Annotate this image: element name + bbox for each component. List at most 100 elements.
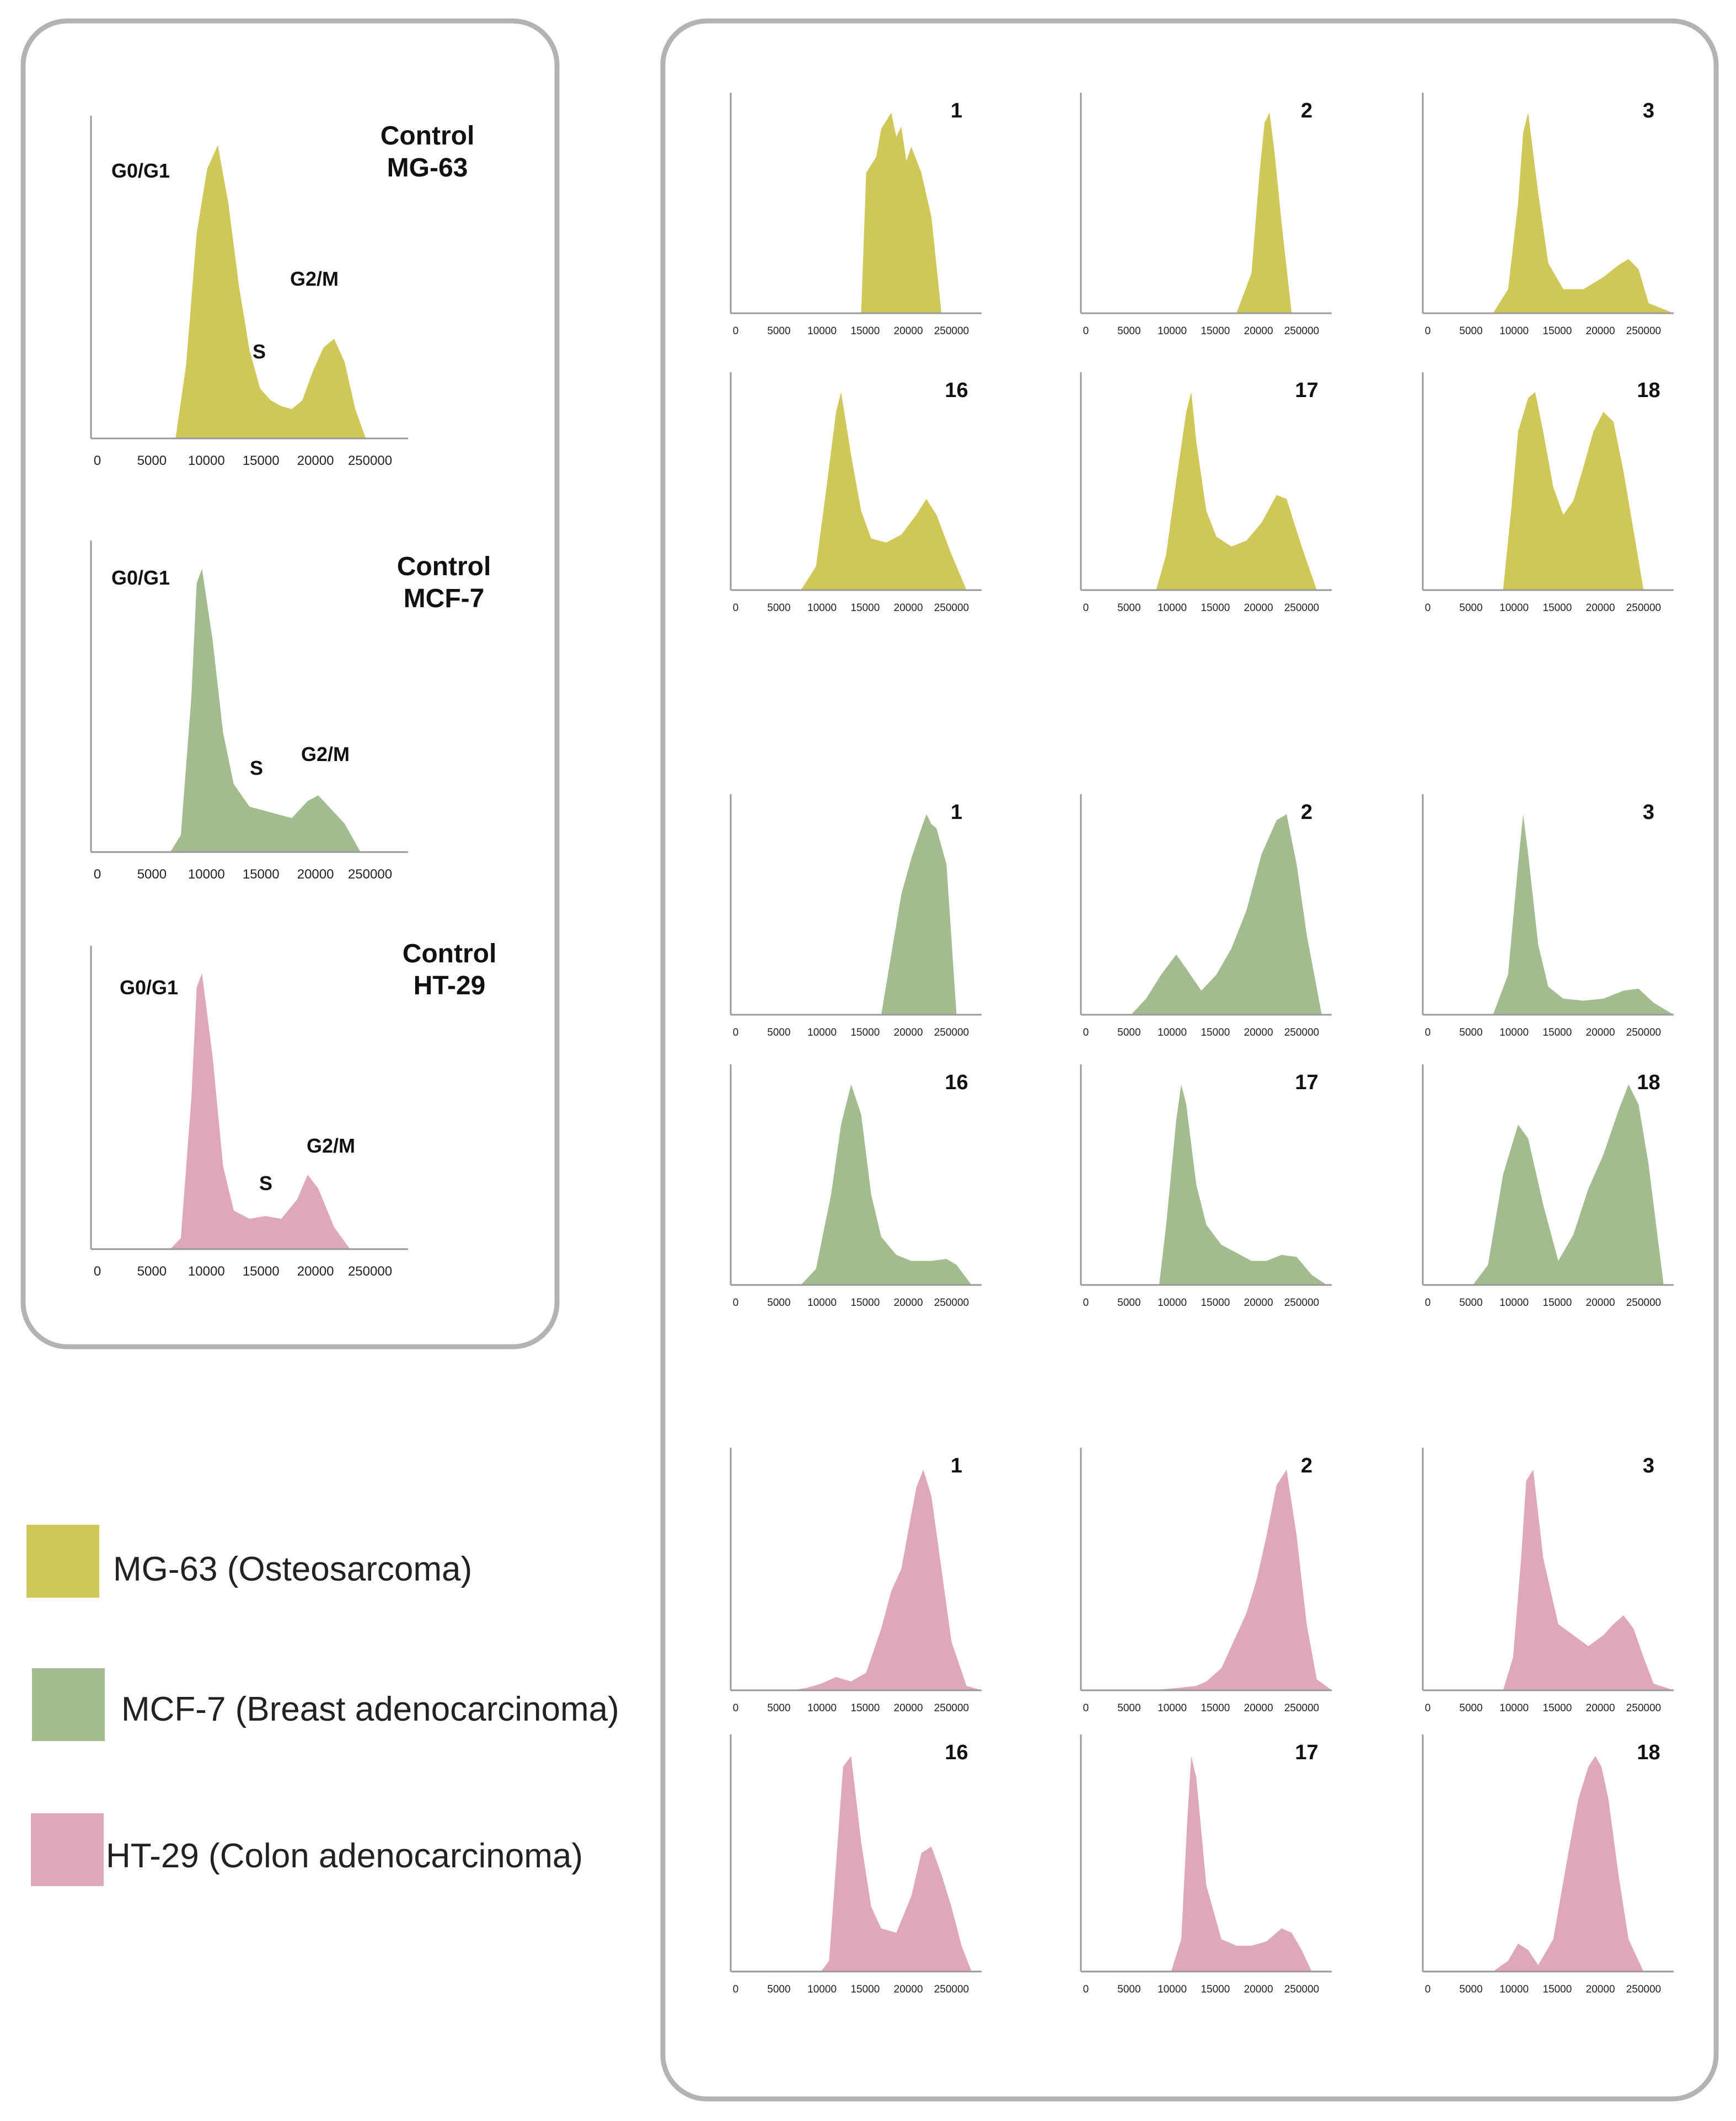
- chart-number-label: 1: [951, 99, 962, 122]
- x-tick-label: 5000: [1459, 1984, 1482, 1995]
- x-tick-label: 15000: [850, 1297, 880, 1309]
- x-tick-label: 20000: [1244, 602, 1273, 614]
- x-tick-label: 10000: [1158, 602, 1187, 614]
- x-tick-label: 5000: [1459, 1027, 1482, 1038]
- phase-label-g0g1: G0/G1: [120, 976, 178, 999]
- x-tick-label: 15000: [850, 325, 880, 337]
- histogram-area: [1081, 814, 1332, 1015]
- chart-number-label: 2: [1301, 1454, 1312, 1477]
- x-tick-label: 20000: [894, 1027, 923, 1038]
- x-tick-label: 10000: [807, 325, 837, 337]
- x-tick-label: 10000: [1499, 1702, 1529, 1714]
- phase-label-g2m: G2/M: [301, 743, 350, 765]
- histogram-ht29-treatment-3: 0 5000 10000 15000 20000 250000 3: [1422, 1448, 1674, 1714]
- histogram-area: [1081, 113, 1332, 313]
- x-tick-label: 0: [733, 325, 739, 337]
- histogram-mg63-treatment-2: 0 5000 10000 15000 20000 250000 2: [1080, 93, 1332, 337]
- x-tick-label: 20000: [1586, 602, 1615, 614]
- x-tick-label: 5000: [1117, 1297, 1140, 1309]
- histogram-ht29-treatment-17: 0 5000 10000 15000 20000 250000 17: [1080, 1734, 1332, 1995]
- histogram-area: [1423, 1470, 1674, 1690]
- chart-number-label: 2: [1301, 801, 1312, 824]
- x-tick-label: 20000: [1244, 1027, 1273, 1038]
- histogram-mg63-treatment-18: 0 5000 10000 15000 20000 250000 18: [1422, 372, 1674, 614]
- x-tick-label: 20000: [1586, 1027, 1615, 1038]
- x-tick-label: 0: [94, 453, 101, 468]
- chart-number-label: 3: [1643, 1454, 1654, 1477]
- histogram-area: [1423, 392, 1674, 590]
- chart-number-label: 17: [1295, 1741, 1318, 1764]
- x-tick-label: 0: [1425, 1702, 1431, 1714]
- x-tick-label: 20000: [297, 453, 334, 468]
- x-tick-label: 10000: [1499, 1984, 1529, 1995]
- histogram-area: [1081, 1756, 1332, 1972]
- x-tick-label: 5000: [1117, 602, 1140, 614]
- legend-swatch: [32, 1668, 105, 1741]
- chart-title-line: Control: [397, 552, 491, 581]
- histogram-mg63-treatment-17: 0 5000 10000 15000 20000 250000 17: [1080, 372, 1332, 614]
- chart-number-label: 3: [1643, 801, 1654, 824]
- histogram-area: [1081, 392, 1332, 590]
- x-tick-label: 5000: [1459, 602, 1482, 614]
- histogram-mcf7-treatment-2: 0 5000 10000 15000 20000 250000 2: [1080, 794, 1332, 1038]
- chart-number-label: 17: [1295, 379, 1318, 402]
- x-tick-label: 15000: [850, 1984, 880, 1995]
- phase-label-s: S: [250, 757, 263, 779]
- x-tick-label: 10000: [1158, 1297, 1187, 1309]
- x-tick-label: 250000: [934, 1297, 969, 1309]
- x-tick-label: 5000: [767, 1297, 790, 1309]
- x-tick-label: 0: [1425, 602, 1431, 614]
- chart-number-label: 16: [945, 379, 968, 402]
- control-panel-frame: [20, 18, 560, 1349]
- x-tick-label: 10000: [1158, 1027, 1187, 1038]
- x-tick-label: 250000: [1284, 1702, 1319, 1714]
- x-tick-label: 250000: [1626, 1027, 1661, 1038]
- legend-swatch: [26, 1525, 99, 1598]
- x-tick-label: 15000: [243, 867, 280, 882]
- phase-label-g0g1: G0/G1: [111, 159, 170, 182]
- x-tick-label: 20000: [1244, 325, 1273, 337]
- phase-label-s: S: [259, 1172, 272, 1195]
- phase-label-g0g1: G0/G1: [111, 566, 170, 589]
- x-tick-label: 5000: [767, 1984, 790, 1995]
- x-tick-label: 5000: [767, 602, 790, 614]
- x-tick-label: 250000: [1284, 1984, 1319, 1995]
- legend-item: MG-63 (Osteosarcoma): [26, 1525, 472, 1598]
- x-tick-label: 0: [1083, 1702, 1089, 1714]
- x-tick-label: 15000: [1201, 1297, 1230, 1309]
- x-tick-label: 10000: [1158, 325, 1187, 337]
- chart-number-label: 16: [945, 1071, 968, 1094]
- histogram-area: [731, 814, 982, 1015]
- histogram-area: [1081, 1470, 1332, 1690]
- histogram-mcf7-treatment-16: 0 5000 10000 15000 20000 250000 16: [730, 1064, 982, 1309]
- x-tick-label: 15000: [1542, 602, 1572, 614]
- chart-title-line: Control: [403, 939, 497, 968]
- histogram-ht29-control: 0 5000 10000 15000 20000 250000 Control HT-29 G0…: [90, 939, 497, 1279]
- histogram-area: [1423, 1756, 1674, 1972]
- chart-number-label: 18: [1637, 1071, 1660, 1094]
- x-tick-label: 15000: [850, 1027, 880, 1038]
- histogram-area: [731, 1084, 982, 1285]
- x-tick-label: 0: [1083, 325, 1089, 337]
- x-tick-label: 250000: [934, 325, 969, 337]
- x-tick-label: 15000: [1201, 1702, 1230, 1714]
- x-tick-label: 250000: [1626, 1702, 1661, 1714]
- histogram-mg63-treatment-16: 0 5000 10000 15000 20000 250000 16: [730, 372, 982, 614]
- histogram-area: [1423, 1084, 1674, 1285]
- chart-title-line: MG-63: [387, 153, 468, 183]
- histogram-mcf7-control: 0 5000 10000 15000 20000 250000 Control MCF-7 G0…: [90, 540, 491, 882]
- chart-number-label: 2: [1301, 99, 1312, 122]
- histogram-area: [731, 113, 982, 313]
- x-tick-label: 0: [1425, 1984, 1431, 1995]
- x-tick-label: 250000: [1626, 325, 1661, 337]
- x-tick-label: 250000: [1284, 1027, 1319, 1038]
- x-tick-label: 10000: [1499, 325, 1529, 337]
- x-tick-label: 5000: [137, 867, 167, 882]
- histogram-ht29-treatment-2: 0 5000 10000 15000 20000 250000 2: [1080, 1448, 1332, 1714]
- x-tick-label: 5000: [1459, 1702, 1482, 1714]
- x-tick-label: 250000: [934, 602, 969, 614]
- x-tick-label: 20000: [894, 1702, 923, 1714]
- x-tick-label: 0: [94, 1264, 101, 1279]
- x-tick-label: 10000: [1499, 1027, 1529, 1038]
- x-tick-label: 250000: [1626, 1297, 1661, 1309]
